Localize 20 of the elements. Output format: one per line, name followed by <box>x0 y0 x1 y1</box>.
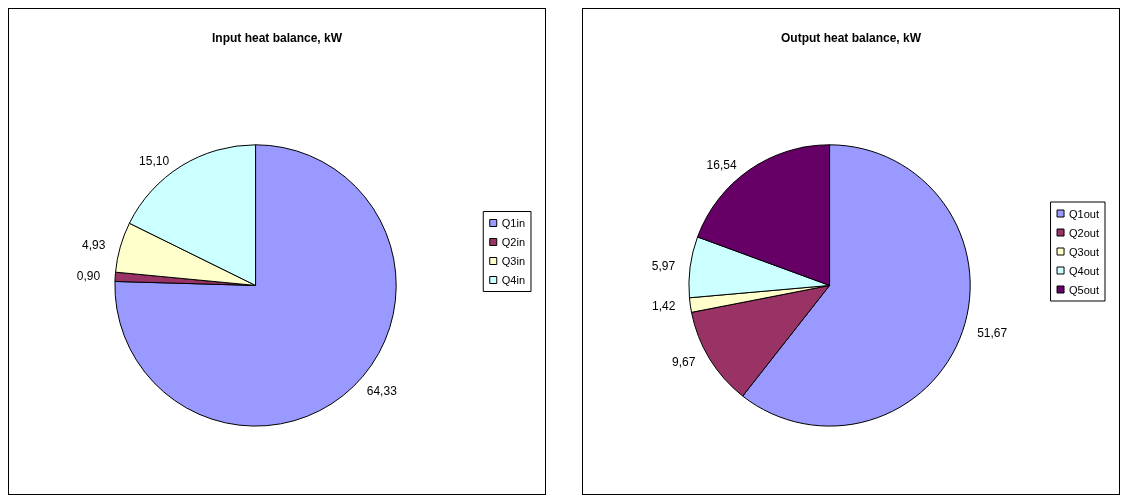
data-label: 4,93 <box>82 238 106 253</box>
legend-label: Q4in <box>501 274 526 286</box>
legend-label: Q2in <box>501 236 526 248</box>
legend-label: Q4out <box>1069 264 1099 277</box>
legend-label: Q3in <box>501 255 526 267</box>
chart-title: Output heat balance, kW <box>780 31 922 45</box>
data-label: 1,42 <box>651 298 676 313</box>
chart-title: Input heat balance, kW <box>211 31 343 45</box>
data-label: 64,33 <box>366 383 398 398</box>
data-label: 16,54 <box>706 158 737 173</box>
data-label: 5,97 <box>651 259 676 274</box>
data-label: 15,10 <box>139 153 170 168</box>
data-label: 51,67 <box>977 326 1008 341</box>
data-label: 0,90 <box>76 269 101 284</box>
legend-label: Q3out <box>1069 245 1099 258</box>
legend-label: Q5out <box>1069 283 1099 296</box>
legend-label: Q1out <box>1069 207 1099 220</box>
legend-label: Q1in <box>501 217 526 229</box>
data-label: 9,67 <box>672 354 696 369</box>
legend-label: Q2out <box>1069 226 1099 239</box>
